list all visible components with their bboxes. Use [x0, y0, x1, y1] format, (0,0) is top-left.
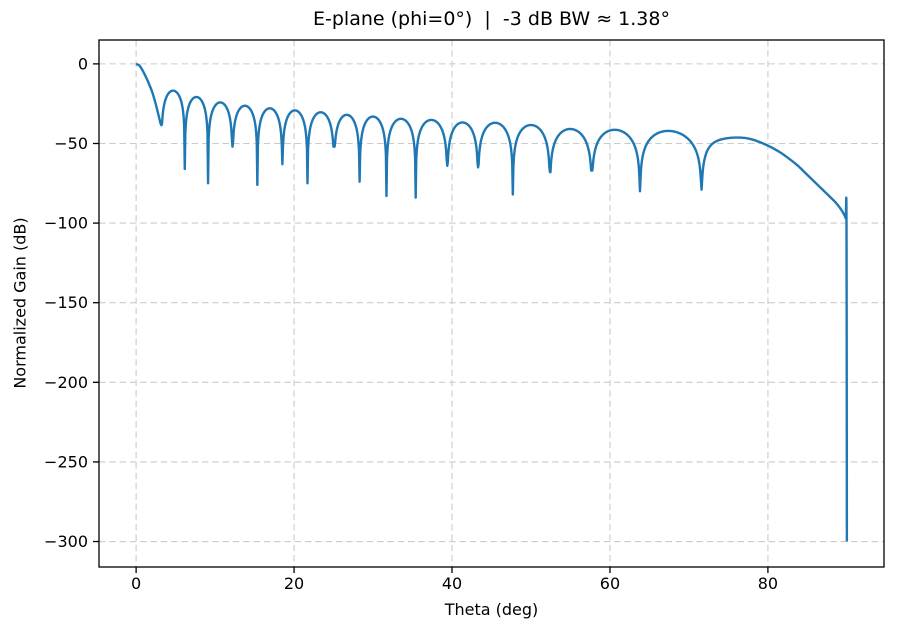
tick-labels: 0 20 40 60 80 0 −50 −100 −150 −200 −250 −300: [44, 54, 778, 593]
gridlines: [99, 40, 884, 567]
x-tick-label: 80: [758, 574, 778, 593]
y-tick-label: −150: [44, 293, 88, 312]
x-tick-label: 60: [600, 574, 620, 593]
y-tick-label: −300: [44, 532, 88, 551]
y-tick-label: −200: [44, 373, 88, 392]
plot-border: [98, 39, 885, 568]
y-tick-label: 0: [78, 54, 88, 73]
gain-curve-path: [135, 62, 849, 542]
y-axis-label: Normalized Gain (dB): [10, 217, 30, 389]
x-axis-label: Theta (deg): [444, 600, 539, 619]
x-tick-label: 20: [284, 574, 304, 593]
y-tick-label: −250: [44, 452, 88, 471]
x-tick-label: 40: [442, 574, 462, 593]
axes-spines: [98, 39, 885, 568]
chart-title: E-plane (phi=0°) | -3 dB BW ≈ 1.38°: [313, 8, 670, 30]
y-tick-label: −100: [44, 214, 88, 233]
gain-curve: [135, 62, 849, 542]
x-tick-label: 0: [131, 574, 141, 593]
y-tick-label: −50: [54, 134, 88, 153]
tick-marks: [93, 63, 769, 573]
